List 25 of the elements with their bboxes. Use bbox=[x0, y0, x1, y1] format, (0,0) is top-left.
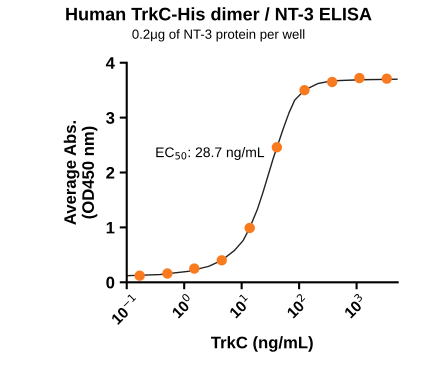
point bbox=[244, 222, 255, 234]
x-axis-title: TrkC (ng/mL) bbox=[211, 336, 313, 352]
y-tick-label: 2 bbox=[106, 166, 114, 179]
point bbox=[162, 268, 173, 279]
point bbox=[272, 142, 282, 152]
point bbox=[216, 255, 227, 266]
y-tick-label: 3 bbox=[106, 112, 114, 124]
x-tick-label: 10$^{1}$ bbox=[226, 293, 252, 319]
x-tick-label: 10$^{3}$ bbox=[342, 293, 368, 319]
x-tick-label: 10$^{2}$ bbox=[284, 293, 310, 319]
y-axis-title: Average Abs. (OD450 nm) bbox=[64, 121, 98, 225]
chart-subtitle: 0.2μg of NT-3 protein per well bbox=[132, 29, 304, 42]
chart-title: Human TrkC-His dimer / NT-3 ELISA bbox=[66, 7, 372, 21]
y-tick-label: 1 bbox=[106, 222, 114, 234]
x-tick-label: 10$^{−1}$ bbox=[108, 293, 140, 325]
point bbox=[134, 270, 145, 281]
point bbox=[299, 84, 310, 96]
x-tick-label: 10$^{0}$ bbox=[169, 292, 195, 319]
point bbox=[326, 76, 338, 88]
annotation: EC$_{50}$: 28.7 ng/mL bbox=[156, 147, 264, 160]
y-tick-label: 0 bbox=[106, 276, 114, 288]
y-tick-label: 4 bbox=[106, 57, 115, 69]
point bbox=[354, 72, 365, 84]
point bbox=[382, 73, 392, 84]
point bbox=[189, 263, 200, 274]
